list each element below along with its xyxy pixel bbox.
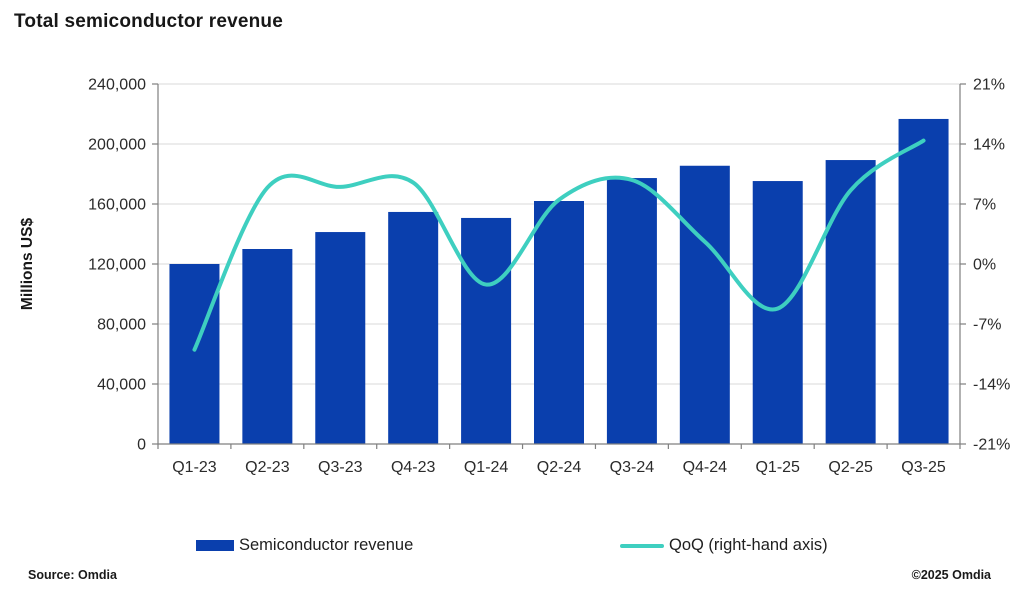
legend-label-revenue: Semiconductor revenue	[239, 536, 414, 554]
legend-label-qoq: QoQ (right-hand axis)	[669, 536, 828, 554]
x-axis-label: Q1-24	[464, 459, 509, 476]
left-axis-title: Millions US$	[19, 218, 36, 311]
bar-q3-24	[606, 178, 657, 445]
x-axis-label: Q1-25	[755, 459, 800, 476]
bar-q3-23	[315, 232, 366, 444]
bar-q2-24	[534, 201, 584, 444]
right-axis-tick-label: -21%	[973, 437, 1010, 454]
right-axis-tick-label: -7%	[973, 317, 1001, 334]
source-note: Source: Omdia	[28, 568, 117, 582]
right-axis-tick-label: 7%	[973, 197, 996, 214]
right-axis-tick-label: 0%	[973, 257, 996, 274]
legend-item-qoq: QoQ (right-hand axis)	[620, 536, 828, 555]
x-axis-label: Q3-23	[318, 459, 363, 476]
x-axis-label: Q3-24	[610, 459, 655, 476]
x-axis-label: Q1-23	[172, 459, 217, 476]
right-axis-tick-label: 21%	[973, 77, 1005, 94]
chart-legend: Semiconductor revenue QoQ (right-hand ax…	[0, 536, 1024, 560]
y-axis-tick-label: 240,000	[88, 77, 146, 94]
y-axis-tick-label: 160,000	[88, 197, 146, 214]
right-axis-tick-label: 14%	[973, 137, 1005, 154]
line-swatch-icon	[620, 543, 664, 548]
y-axis-tick-label: 80,000	[97, 317, 146, 334]
x-axis-label: Q4-23	[391, 459, 436, 476]
y-axis-tick-label: 40,000	[97, 377, 146, 394]
bar-q2-25	[825, 160, 876, 445]
bar-q3-25	[898, 118, 949, 444]
x-axis-label: Q2-23	[245, 459, 290, 476]
legend-item-semiconductor-revenue: Semiconductor revenue	[196, 536, 413, 555]
bar-q1-23	[169, 264, 220, 444]
y-axis-tick-label: 0	[137, 437, 146, 454]
x-axis-label: Q4-24	[683, 459, 728, 476]
x-axis-label: Q2-25	[828, 459, 873, 476]
bar-q4-23	[388, 211, 439, 444]
right-axis-tick-label: -14%	[973, 377, 1010, 394]
bar-q1-24	[461, 217, 512, 444]
chart-title: Total semiconductor revenue	[14, 11, 283, 32]
qoq-line	[192, 138, 926, 352]
x-axis-label: Q2-24	[537, 459, 582, 476]
bar-q1-25	[752, 181, 803, 445]
y-axis-tick-label: 120,000	[88, 257, 146, 274]
bar-swatch-icon	[196, 540, 234, 551]
x-axis-label: Q3-25	[901, 459, 946, 476]
bar-q2-23	[242, 249, 293, 444]
copyright-note: ©2025 Omdia	[911, 568, 991, 582]
y-axis-tick-label: 200,000	[88, 137, 146, 154]
bar-q4-24	[679, 165, 730, 444]
